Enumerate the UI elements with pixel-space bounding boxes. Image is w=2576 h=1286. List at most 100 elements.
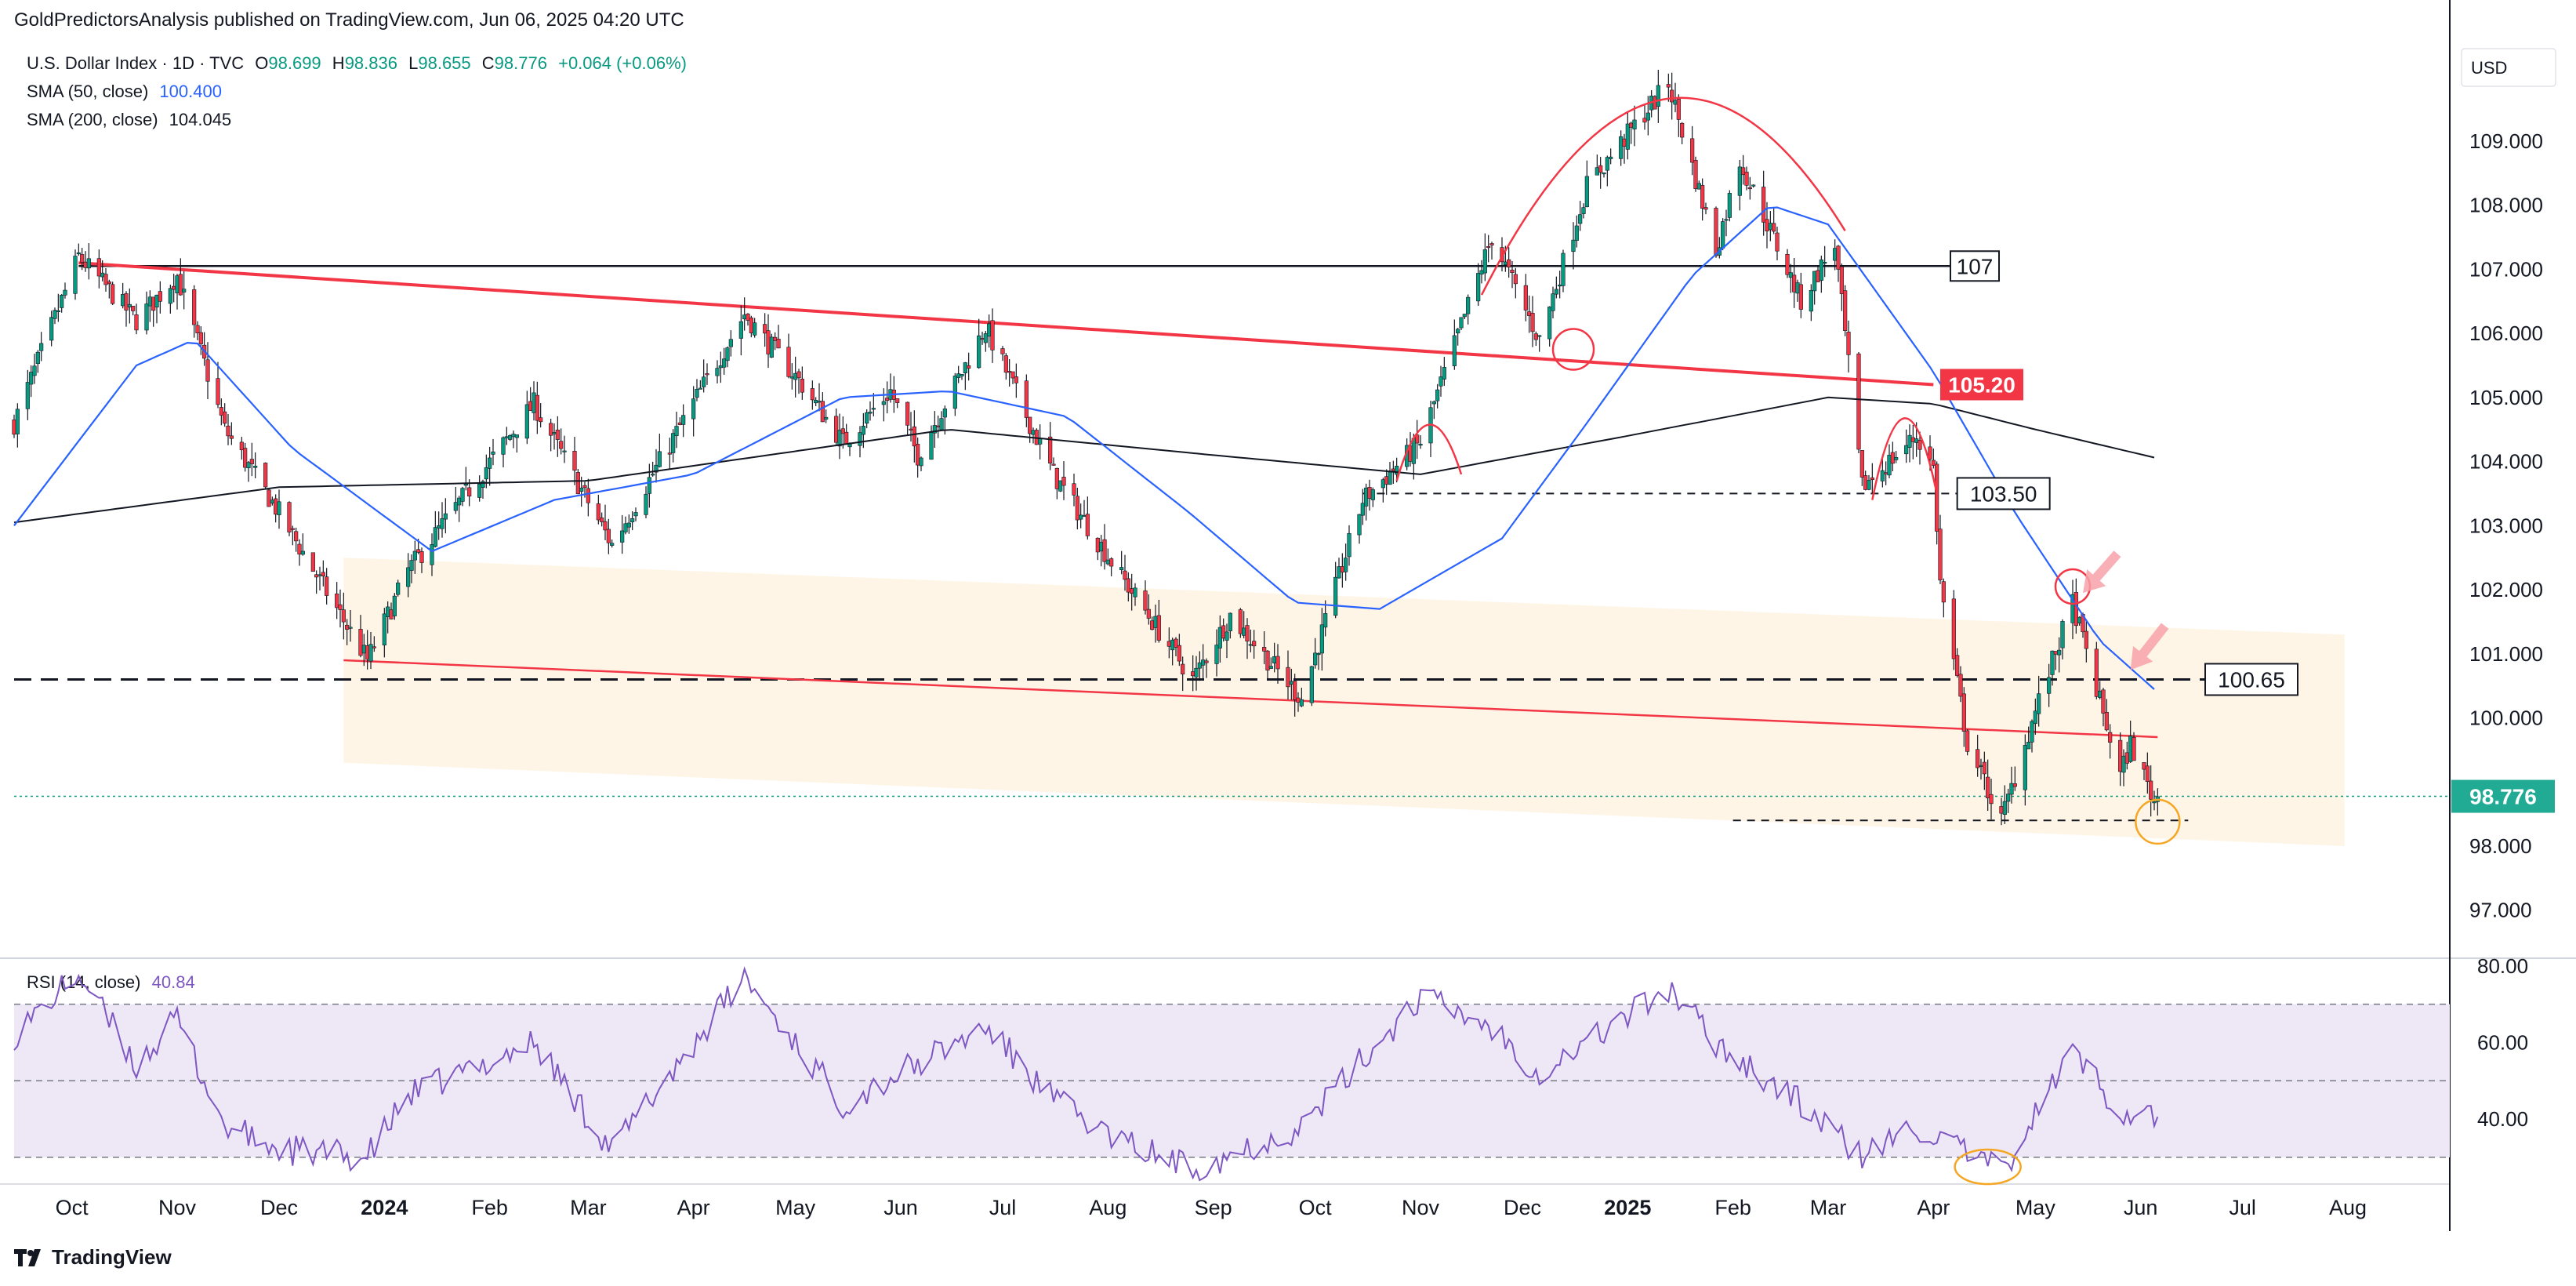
candle[interactable] [1690, 125, 1695, 176]
candle[interactable] [348, 609, 353, 642]
candle[interactable] [1632, 105, 1637, 147]
candle[interactable] [1174, 637, 1178, 656]
candle[interactable] [1225, 623, 1229, 659]
candle[interactable] [1456, 328, 1460, 346]
candle[interactable] [2047, 663, 2052, 707]
candle[interactable] [1619, 130, 1624, 166]
candle[interactable] [1571, 222, 1576, 270]
candle[interactable] [419, 547, 424, 573]
candle[interactable] [1961, 687, 1966, 747]
candle[interactable] [1268, 657, 1273, 669]
candle[interactable] [151, 296, 156, 327]
candle[interactable] [1823, 245, 1827, 278]
candle[interactable] [1880, 456, 1885, 488]
candle[interactable] [1547, 306, 1552, 347]
candle[interactable] [1123, 554, 1127, 591]
candle[interactable] [182, 271, 187, 310]
candle[interactable] [2030, 719, 2034, 753]
candle[interactable] [1870, 463, 1874, 495]
candle[interactable] [392, 593, 397, 620]
candle[interactable] [814, 397, 818, 407]
sma50-line[interactable] [13, 206, 2155, 690]
candle[interactable] [1095, 537, 1100, 561]
candle[interactable] [1099, 535, 1104, 567]
candle[interactable] [297, 539, 302, 566]
candle[interactable] [216, 361, 220, 409]
candle[interactable] [501, 436, 506, 468]
candle[interactable] [1388, 462, 1392, 485]
rsi-legend[interactable]: RSI (14, close) 40.84 [27, 972, 201, 993]
candle[interactable] [1146, 594, 1151, 625]
candle[interactable] [1910, 424, 1915, 460]
candle[interactable] [1986, 759, 1990, 811]
candle[interactable] [1367, 479, 1372, 511]
candle[interactable] [987, 314, 992, 348]
candle[interactable] [15, 403, 20, 448]
candle[interactable] [600, 512, 604, 527]
candle[interactable] [1252, 630, 1257, 659]
candle[interactable] [1904, 429, 1909, 463]
candle[interactable] [1721, 218, 1725, 251]
candle[interactable] [2101, 688, 2106, 727]
candle[interactable] [773, 332, 778, 351]
candle[interactable] [763, 313, 767, 347]
candle[interactable] [1313, 638, 1318, 669]
candle[interactable] [2006, 788, 2011, 813]
candle[interactable] [205, 342, 210, 400]
candle[interactable] [127, 288, 132, 324]
candle[interactable] [1381, 478, 1385, 503]
candle[interactable] [1061, 461, 1066, 500]
candle[interactable] [1523, 274, 1528, 322]
candle[interactable] [1958, 666, 1963, 703]
candle[interactable] [1884, 461, 1888, 485]
candle[interactable] [1931, 448, 1936, 469]
candle[interactable] [1462, 314, 1467, 320]
candle[interactable] [796, 369, 801, 394]
candle[interactable] [107, 279, 111, 299]
candle[interactable] [1439, 365, 1443, 397]
candle[interactable] [746, 313, 750, 326]
candle[interactable] [1299, 687, 1304, 707]
candle[interactable] [443, 498, 448, 534]
candle[interactable] [239, 437, 244, 460]
candle[interactable] [691, 386, 696, 437]
candle[interactable] [963, 361, 967, 391]
candle[interactable] [134, 303, 139, 335]
candle[interactable] [1238, 608, 1243, 638]
candle[interactable] [488, 446, 492, 486]
candle[interactable] [243, 442, 248, 472]
candle[interactable] [603, 504, 608, 540]
candle[interactable] [535, 381, 539, 434]
candle[interactable] [53, 307, 57, 325]
candle[interactable] [463, 467, 468, 491]
candle[interactable] [147, 290, 152, 322]
candle[interactable] [1010, 371, 1015, 384]
candle[interactable] [253, 452, 258, 479]
candle[interactable] [1951, 590, 1956, 670]
candle[interactable] [742, 297, 747, 331]
candle[interactable] [1609, 148, 1613, 165]
candle[interactable] [990, 308, 995, 363]
candle[interactable] [1031, 427, 1036, 444]
candle[interactable] [2057, 637, 2062, 673]
candle[interactable] [840, 416, 845, 449]
candle[interactable] [1887, 444, 1892, 478]
candle[interactable] [1533, 331, 1538, 347]
candle[interactable] [1772, 208, 1776, 234]
candle[interactable] [1843, 285, 1848, 336]
symbol-name[interactable]: U.S. Dollar Index · 1D · TVC [27, 53, 245, 73]
candle[interactable] [433, 510, 437, 548]
candle[interactable] [702, 359, 706, 393]
candle[interactable] [916, 438, 920, 478]
candle[interactable] [1581, 203, 1586, 219]
candle[interactable] [453, 486, 458, 514]
candle[interactable] [96, 249, 101, 289]
candle[interactable] [154, 294, 159, 324]
candle[interactable] [310, 552, 315, 572]
candle[interactable] [524, 391, 529, 445]
candle[interactable] [1741, 154, 1746, 185]
candle[interactable] [1795, 279, 1800, 302]
candle[interactable] [1642, 103, 1647, 130]
candle[interactable] [457, 496, 462, 522]
